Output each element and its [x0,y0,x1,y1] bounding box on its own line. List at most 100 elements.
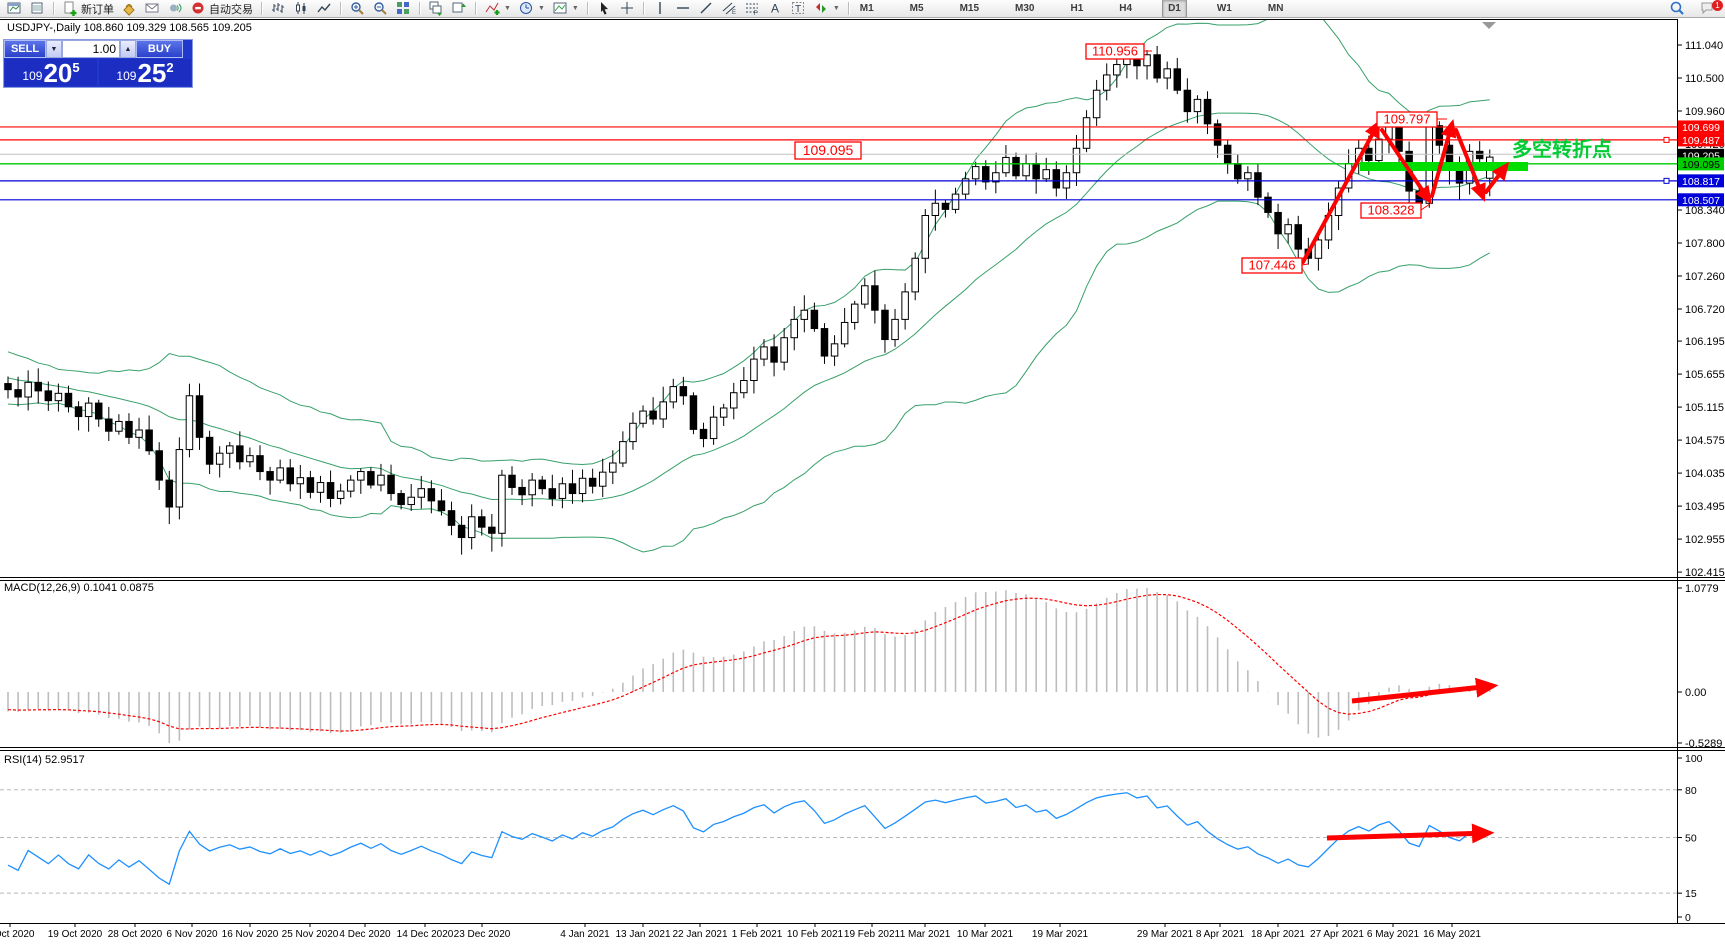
zigzag-arrow-segment[interactable] [1484,161,1510,194]
svg-text:107.800: 107.800 [1685,238,1725,250]
line-handle[interactable] [1663,177,1670,184]
zoom-in-button[interactable] [346,0,369,18]
magnifier-icon [1670,1,1684,15]
timeframe-H1-button[interactable]: H1 [1070,3,1084,14]
sell-price[interactable]: 109 20 5 [5,59,97,86]
line-handle[interactable] [1663,136,1670,143]
search-button[interactable] [1666,0,1689,18]
trendline-tool-button[interactable] [695,0,718,18]
buy-button[interactable]: BUY [136,40,183,58]
timeframe-W1-button[interactable]: W1 [1216,3,1232,14]
new-order-button-label: 新订单 [81,3,114,16]
support-zone-bar[interactable] [1360,162,1528,171]
toolbar-separator [53,2,55,15]
text-tool-button[interactable]: A [764,0,787,18]
auto-scroll-button[interactable] [425,0,448,18]
svg-text:E: E [732,10,736,16]
svg-text:103.495: 103.495 [1685,501,1725,513]
zigzag-arrow-segment[interactable] [1301,119,1381,264]
svg-text:50: 50 [1685,833,1697,845]
svg-text:105.115: 105.115 [1685,402,1724,414]
cursor-button[interactable] [593,0,616,18]
rsi-trend-arrow[interactable] [1326,823,1495,844]
arrows-tool-button[interactable]: ▼ [810,0,844,18]
annotation-box[interactable] [1085,43,1145,60]
svg-text:1.0779: 1.0779 [1685,583,1719,595]
crosshair-icon [620,2,633,14]
periods-button[interactable]: ▼ [515,0,549,18]
zigzag-arrow-segment[interactable] [1430,118,1457,198]
chart-shift-button[interactable] [448,0,471,18]
bar-chart-button[interactable] [267,0,290,18]
timeframe-M15-button[interactable]: M15 [959,3,980,14]
timeframe-MN-button[interactable]: MN [1267,3,1284,14]
tile-icon [397,2,409,14]
timeframe-D1-button[interactable]: D1 [1162,0,1187,18]
charts-button[interactable] [3,0,26,18]
volume-input[interactable] [62,40,120,58]
price-annotations[interactable]: 110.956 109.797 108.328 107.446 109.095 [794,43,1447,274]
chevron-down-icon: ▼ [504,5,511,12]
turning-point-annotation: 多空转折点 [1512,137,1612,161]
chart-window[interactable]: 111.040110.500109.960109.420108.340107.8… [0,18,1725,944]
trend-icon [700,2,712,14]
timeframe-M30-button[interactable]: M30 [1015,3,1035,14]
timeframe-M5-button[interactable]: M5 [909,3,924,14]
volume-down-button[interactable]: ▼ [46,40,62,58]
annotation-box[interactable] [1376,111,1438,128]
label-tool-button[interactable]: T [787,0,810,18]
svg-text:105.655: 105.655 [1685,369,1725,381]
svg-text:-0.5289: -0.5289 [1685,738,1722,750]
date-tick-label: 27 Apr 2021 [1310,929,1364,940]
data-window-button[interactable] [26,0,49,18]
zoom-out-button[interactable] [369,0,392,18]
notifications-button[interactable]: 1 [1697,0,1723,18]
channel-tool-button[interactable]: E [718,0,741,18]
svg-text:109.960: 109.960 [1685,106,1725,118]
timeframe-H4-button[interactable]: H4 [1119,3,1133,14]
chart-ohlc-title: USDJPY-,Daily 108.860 109.329 108.565 10… [7,22,252,34]
fibonacci-tool-button[interactable]: F [741,0,764,18]
community-button[interactable] [141,0,164,18]
clock-icon [519,2,532,14]
bollinger-lower-band [7,200,1491,553]
tile-windows-button[interactable] [392,0,415,18]
volume-up-button[interactable]: ▲ [120,40,136,58]
svg-text:15: 15 [1685,888,1697,900]
timeframe-M1-button[interactable]: M1 [859,3,874,14]
styles-button[interactable] [118,0,141,18]
date-tick-label: 6 May 2021 [1367,929,1420,940]
new-order-button[interactable]: 新订单 [59,0,118,18]
annotation-box[interactable] [1360,202,1422,219]
buy-price-pip: 2 [166,60,174,75]
candlestick-chart-button[interactable] [290,0,313,18]
annotation-box[interactable] [1241,257,1303,274]
line-chart-button[interactable] [313,0,336,18]
annotation-text: 109.797 [1384,112,1431,127]
chart-canvas[interactable]: 111.040110.500109.960109.420108.340107.8… [0,18,1725,944]
vertical-line-tool-button[interactable] [649,0,672,18]
date-tick-label: 8 Oct 2020 [0,929,35,940]
auto-trading-button[interactable]: 自动交易 [187,0,257,18]
buy-price[interactable]: 109 25 2 [99,59,191,86]
horizontal-line-tool-button[interactable] [672,0,695,18]
macd-trend-arrow[interactable] [1351,677,1499,704]
candles-icon [296,2,306,14]
cascade-icon [429,1,442,16]
indicators-button[interactable]: ▼ [481,0,515,18]
zigzag-arrow-segment[interactable] [1454,128,1486,202]
toolbar-separator [642,2,645,15]
annotation-box[interactable] [794,141,862,160]
alerts-button[interactable] [164,0,187,18]
templates-button[interactable]: ▼ [549,0,583,18]
svg-text:100: 100 [1685,753,1703,765]
crosshair-button[interactable] [616,0,639,18]
data-window-icon [31,2,43,14]
date-tick-label: 25 Nov 2020 [282,929,339,940]
zigzag-arrow-segment[interactable] [1380,128,1432,205]
cursor-icon [600,2,608,15]
svg-text:F: F [753,11,757,16]
svg-text:107.260: 107.260 [1685,271,1725,283]
zigzag-trend-arrows[interactable] [1301,118,1510,264]
sell-button[interactable]: SELL [4,40,46,58]
